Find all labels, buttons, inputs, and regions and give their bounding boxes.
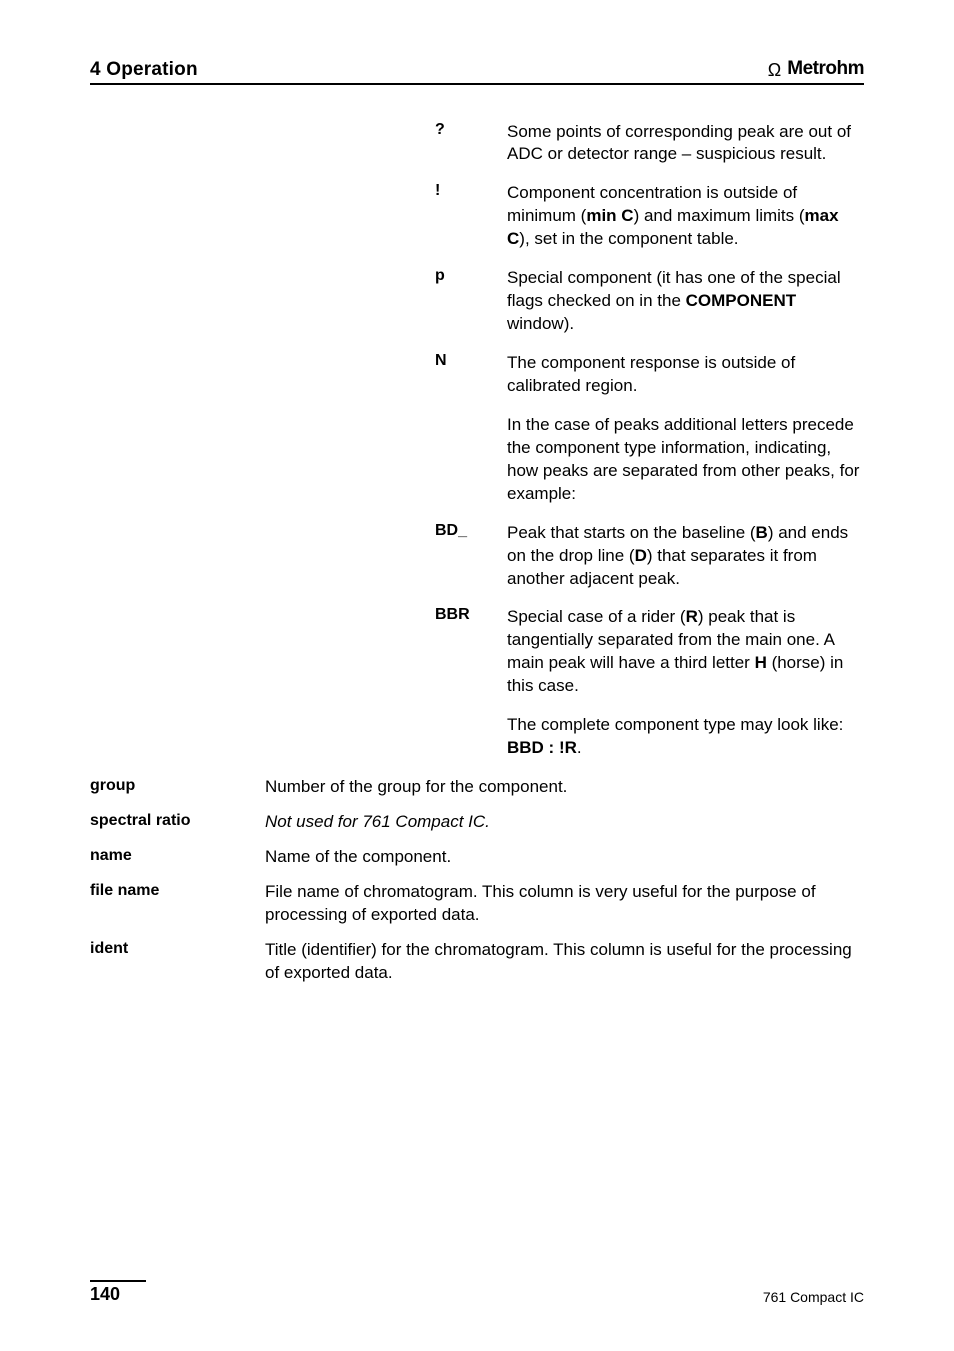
term-label: name <box>90 846 265 869</box>
term-desc: Not used for 761 Compact IC. <box>265 811 864 834</box>
def-symbol: ? <box>435 121 507 167</box>
example-pre: The complete component type may look lik… <box>507 715 843 734</box>
def-symbol: p <box>435 267 507 336</box>
complete-example-row: The complete component type may look lik… <box>435 714 864 760</box>
term-label: file name <box>90 881 265 927</box>
term-desc: Number of the group for the component. <box>265 776 864 799</box>
peak-code-desc: Peak that starts on the baseline (B) and… <box>507 522 864 591</box>
term-desc: Title (identifier) for the chromatogram.… <box>265 939 864 985</box>
peak-code-symbol: BD_ <box>435 522 507 591</box>
def-desc: Component concentration is outside of mi… <box>507 182 864 251</box>
term-label: spectral ratio <box>90 811 265 834</box>
example-code: BBD : !R <box>507 738 577 757</box>
content-block: ? Some points of corresponding peak are … <box>90 121 864 985</box>
spacer <box>435 714 507 760</box>
def-row: N The component response is outside of c… <box>435 352 864 398</box>
header-brand: Ω Metrohm <box>768 58 864 80</box>
term-row: ident Title (identifier) for the chromat… <box>265 939 864 985</box>
peak-code-row: BD_ Peak that starts on the baseline (B)… <box>435 522 864 591</box>
peak-code-symbol: BBR <box>435 606 507 698</box>
header-section-title: 4 Operation <box>90 59 198 81</box>
brand-text: Metrohm <box>787 58 864 80</box>
page-footer: 140 761 Compact IC <box>90 1280 864 1305</box>
example-post: . <box>577 738 582 757</box>
page-number: 140 <box>90 1280 146 1305</box>
def-desc: The component response is outside of cal… <box>507 352 864 398</box>
page: 4 Operation Ω Metrohm ? Some points of co… <box>0 0 954 1351</box>
term-row: spectral ratio Not used for 761 Compact … <box>265 811 864 834</box>
term-label: ident <box>90 939 265 985</box>
complete-example: The complete component type may look lik… <box>507 714 864 760</box>
term-row: name Name of the component. <box>265 846 864 869</box>
peaks-intro: In the case of peaks additional letters … <box>507 414 864 506</box>
def-symbol: N <box>435 352 507 398</box>
spacer <box>435 414 507 506</box>
def-symbol: ! <box>435 182 507 251</box>
page-header: 4 Operation Ω Metrohm <box>90 58 864 85</box>
def-row: ? Some points of corresponding peak are … <box>435 121 864 167</box>
def-desc: Some points of corresponding peak are ou… <box>507 121 864 167</box>
def-row: p Special component (it has one of the s… <box>435 267 864 336</box>
metrohm-logo-icon: Ω <box>768 60 781 81</box>
term-row: group Number of the group for the compon… <box>265 776 864 799</box>
peak-code-desc: Special case of a rider (R) peak that is… <box>507 606 864 698</box>
peak-code-row: BBR Special case of a rider (R) peak tha… <box>435 606 864 698</box>
term-desc: File name of chromatogram. This column i… <box>265 881 864 927</box>
def-desc: Special component (it has one of the spe… <box>507 267 864 336</box>
footer-doc-title: 761 Compact IC <box>763 1289 864 1305</box>
peaks-intro-row: In the case of peaks additional letters … <box>435 414 864 506</box>
symbol-definitions: ? Some points of corresponding peak are … <box>265 121 864 761</box>
term-row: file name File name of chromatogram. Thi… <box>265 881 864 927</box>
term-label: group <box>90 776 265 799</box>
term-desc: Name of the component. <box>265 846 864 869</box>
def-row: ! Component concentration is outside of … <box>435 182 864 251</box>
